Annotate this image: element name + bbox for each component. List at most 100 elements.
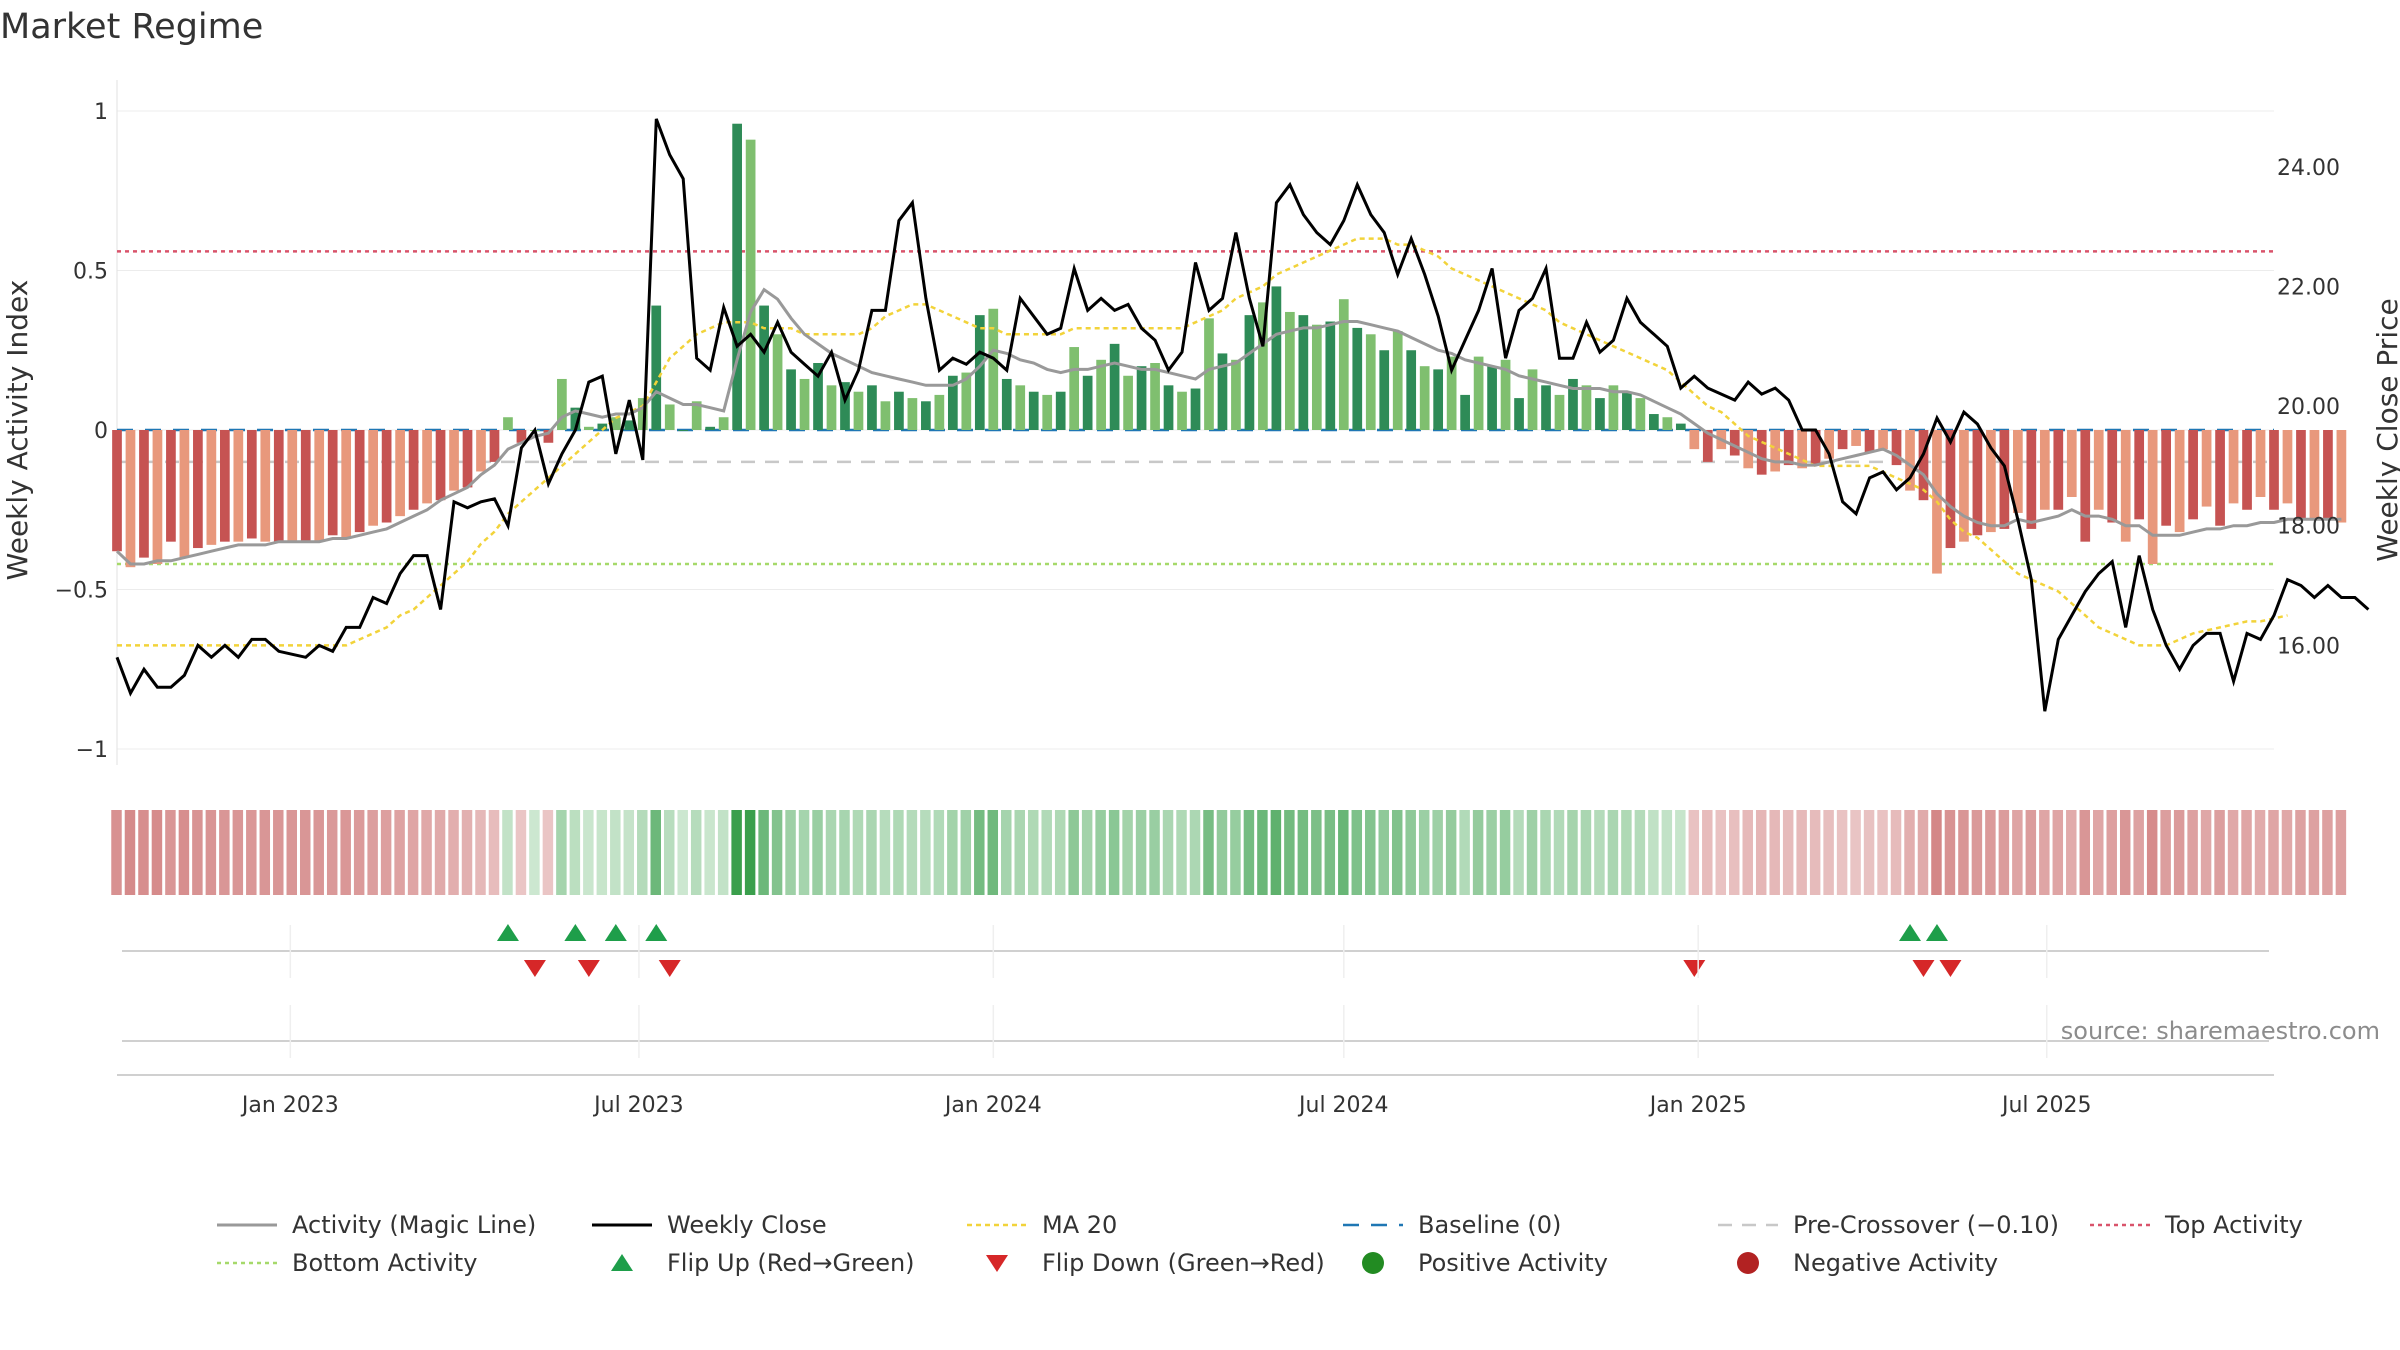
- weekly-close-line: [115, 118, 2370, 712]
- regime-strip-cell: [2146, 810, 2158, 895]
- regime-strip-cell: [866, 810, 877, 895]
- activity-bar-negative: [1770, 430, 1781, 472]
- regime-strip-cell: [219, 810, 230, 895]
- regime-strip-cell: [1796, 810, 1807, 895]
- activity-bar-positive: [1460, 394, 1470, 430]
- activity-bar-negative: [2215, 430, 2225, 526]
- activity-bar-positive: [1190, 388, 1201, 430]
- x-axis-ticks: Jan 2023 Jul 2023 Jan 2024 Jul 2024 Jan 2025…: [240, 925, 2092, 1118]
- regime-strip-cell: [798, 810, 810, 895]
- regime-strip-cell: [380, 810, 392, 895]
- regime-strip-cell: [2133, 810, 2144, 895]
- legend-label: Negative Activity: [1793, 1249, 1998, 1277]
- magic-line: [115, 287, 2342, 566]
- activity-bar-positive: [503, 417, 513, 430]
- activity-bar-negative: [2309, 430, 2320, 520]
- activity-bar-negative: [314, 430, 325, 542]
- activity-bar-negative: [125, 430, 136, 568]
- regime-strip-cell: [1149, 810, 1160, 895]
- regime-strip-cell: [1257, 810, 1268, 895]
- activity-bar-positive: [1123, 375, 1133, 430]
- activity-bar-negative: [1824, 430, 1834, 459]
- activity-bar-positive: [1338, 299, 1349, 430]
- y-axis-left-ticks: 1 0.5 0 −0.5 −1: [55, 100, 108, 763]
- activity-bar-negative: [1986, 430, 1996, 533]
- activity-bars: [112, 123, 2347, 574]
- regime-strip-cell: [596, 810, 608, 895]
- activity-bar-negative: [166, 430, 176, 542]
- regime-strip-cell: [1607, 810, 1619, 895]
- legend-swatch-flip-up: [611, 1254, 633, 1271]
- activity-bar-positive: [691, 401, 702, 430]
- activity-bar-positive: [1352, 327, 1363, 430]
- activity-bar-positive: [732, 123, 742, 430]
- activity-bar-positive: [813, 363, 823, 430]
- activity-bar-positive: [826, 385, 837, 430]
- regime-strip-cell: [1971, 810, 1983, 895]
- activity-bar-negative: [2026, 430, 2037, 529]
- regime-strip-cell: [744, 810, 756, 895]
- activity-bar-positive: [1500, 359, 1511, 430]
- activity-bar-negative: [1891, 430, 1902, 466]
- regime-strip-cell: [1863, 810, 1875, 895]
- activity-bar-positive: [988, 308, 999, 430]
- activity-bar-positive: [921, 401, 931, 430]
- activity-bar-negative: [476, 430, 486, 472]
- legend-label: MA 20: [1042, 1211, 1117, 1239]
- regime-strip-cell: [2200, 810, 2212, 895]
- regime-strip-cell: [1661, 810, 1673, 895]
- activity-bar-negative: [1918, 430, 1929, 501]
- chart-title: Market Regime: [0, 7, 263, 47]
- activity-bar-positive: [1015, 385, 1026, 430]
- regime-strip-cell: [1230, 810, 1241, 895]
- activity-bar-positive: [1608, 385, 1619, 430]
- activity-bar-positive: [840, 382, 850, 430]
- legend-label: Activity (Magic Line): [292, 1211, 536, 1239]
- legend-label: Flip Down (Green→Red): [1042, 1249, 1325, 1277]
- activity-bar-positive: [1231, 359, 1241, 430]
- regime-strip-cell: [731, 810, 742, 895]
- activity-bar-positive: [974, 315, 985, 430]
- regime-strip-cell: [556, 810, 567, 895]
- source-note: source: sharemaestro.com: [2061, 1017, 2380, 1045]
- activity-bar-negative: [2147, 430, 2158, 564]
- flip-up-marker: [645, 924, 668, 941]
- activity-bar-negative: [2269, 430, 2279, 510]
- activity-bar-positive: [1217, 353, 1228, 430]
- activity-bar-positive: [772, 334, 783, 430]
- activity-bar-positive: [664, 404, 675, 430]
- regime-strip-cell: [1297, 810, 1309, 895]
- activity-bar-positive: [570, 407, 581, 430]
- activity-bar-negative: [1959, 430, 1969, 542]
- activity-bar-negative: [2174, 430, 2185, 533]
- regime-strip-cell: [893, 810, 904, 895]
- activity-bar-positive: [853, 391, 864, 430]
- regime-strip-cell: [326, 810, 338, 895]
- regime-strip-cell: [717, 810, 729, 895]
- activity-bar-positive: [1473, 356, 1484, 430]
- activity-bar-negative: [2323, 430, 2333, 520]
- regime-strip-cell: [407, 810, 419, 895]
- activity-bar-positive: [1177, 391, 1187, 430]
- regime-strip-cell: [960, 810, 972, 895]
- regime-strip-cell: [2160, 810, 2171, 895]
- y2-tick-label: 22.00: [2277, 275, 2340, 300]
- regime-strip-cell: [542, 810, 554, 895]
- activity-bar-positive: [1541, 385, 1551, 430]
- activity-bar-negative: [1864, 430, 1875, 453]
- regime-strip-cell: [313, 810, 324, 895]
- activity-bar-positive: [1406, 350, 1417, 430]
- activity-bar-negative: [368, 430, 378, 526]
- activity-bar-positive: [1622, 391, 1632, 430]
- regime-strip-cell: [1001, 810, 1012, 895]
- regime-strip-cell: [1580, 810, 1592, 895]
- activity-bar-negative: [139, 430, 149, 558]
- flip-down-marker: [1939, 960, 1962, 977]
- regime-strip-cell: [879, 810, 891, 895]
- regime-strip-cell: [2281, 810, 2293, 895]
- regime-strip-cell: [920, 810, 931, 895]
- activity-bar-negative: [381, 430, 392, 523]
- activity-bar-negative: [1999, 430, 2010, 529]
- flip-down-marker: [523, 960, 546, 977]
